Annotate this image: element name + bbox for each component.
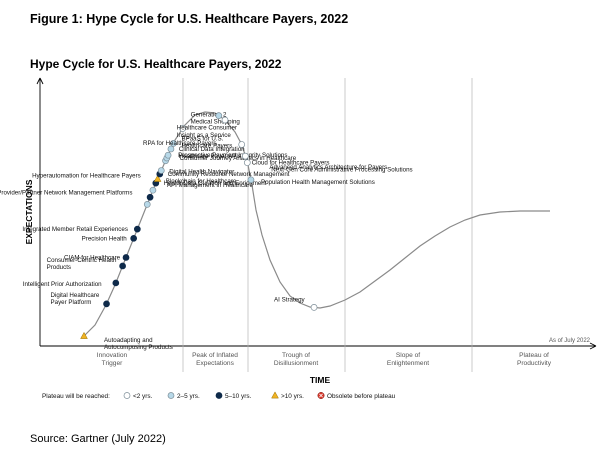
marker-prospective-payment-integrity-solutions (164, 151, 172, 159)
legend-marker-y5to10 (215, 392, 223, 399)
tech-label-generation-2-medical-shopping-line-2: Medical Shopping (191, 119, 241, 126)
legend: Plateau will be reached: <2 yrs. 2–5 yrs.… (42, 391, 396, 400)
legend-marker-y2to5 (167, 392, 175, 399)
tech-label-clinical-data-integration: Clinical Data Integration (179, 146, 245, 153)
y-axis-label: EXPECTATIONS (24, 179, 34, 244)
as-of-date: As of July 2022 (549, 338, 591, 344)
tech-label-cloud-for-healthcare-payers: Cloud for Healthcare Payers (252, 159, 330, 166)
tech-label-health-data-curation-and-enrichment: Health Data Curation and Enrichment (164, 180, 267, 187)
legend-label-obsolete: Obsolete before plateau (327, 393, 396, 400)
phase-label-slope-of: Slope of (396, 352, 420, 359)
marker-hyperautomation-for-healthcare-payers (146, 193, 154, 201)
source-note: Source: Gartner (July 2022) (30, 433, 166, 445)
marker-next-gen-core-administrative-processing-solutions (243, 159, 251, 167)
chart-frame: EXPECTATIONS TIME As of July 2022 (24, 77, 597, 385)
tech-label-generation-2-medical-shopping: Generation 2 (191, 112, 227, 119)
marker-api-management-in-healthcare (149, 186, 157, 194)
phase-label-slope-of-line-2: Enlightenment (387, 360, 429, 367)
tech-label-consumer-centric-health-products: Consumer-Centric Health (47, 257, 117, 264)
tech-label-digital-health-navigator: Digital Health Navigator (169, 169, 234, 176)
marker-integrated-member-retail-experiences (133, 225, 141, 233)
tech-label-blockchain-for-healthcare: Blockchain for Healthcare (166, 178, 237, 185)
tech-label-provider-partner-network-management-platforms: Provider/Partner Network Management Plat… (0, 189, 132, 196)
marker-generation-2-medical-shopping (179, 125, 187, 132)
phase-label-plateau-of: Plateau of (519, 352, 549, 359)
tech-label-consumer-journey-analytics-in-healthcare: Consumer Journey Analytics in Healthcare (180, 155, 297, 162)
tech-label-integrated-member-retail-experiences: Integrated Member Retail Experiences (22, 226, 128, 233)
marker-clinical-data-integration (167, 145, 175, 153)
marker-ai-strategy (310, 304, 318, 311)
legend-title: Plateau will be reached: (42, 393, 110, 400)
marker-cloud-for-healthcare-payers (238, 141, 246, 148)
x-axis-arrow-2 (589, 345, 597, 350)
marker-bpaas-for-u-s-healthcare-payers (170, 140, 177, 147)
tech-label-bpaas-for-u-s-healthcare-payers: BPaaS for U.S. (181, 135, 223, 142)
tech-label-consumer-centric-health-products-line-2: Products (47, 264, 71, 271)
tech-label-rpa-for-healthcare-payers: RPA for Healthcare Payers (143, 140, 216, 147)
marker-ciam-for-healthcare (122, 254, 130, 261)
tech-label-digital-healthcare-payer-platform: Digital Healthcare (51, 292, 100, 299)
marker-digital-healthcare-payer-platform (103, 300, 110, 308)
legend-label-lt2: <2 yrs. (133, 393, 153, 400)
legend-label-y2to5: 2–5 yrs. (177, 393, 200, 400)
tech-label-prospective-payment-integrity-solutions: Prospective Payment Integrity Solutions (178, 152, 287, 159)
phase-label-trough-of: Trough of (282, 352, 310, 359)
marker-population-health-management-solutions (247, 176, 255, 184)
tech-label-ai-strategy: AI Strategy (274, 296, 306, 303)
tech-label-community-resource-network-management: Community Resource Network Management (168, 171, 290, 178)
y-axis-arrow-2 (39, 77, 44, 85)
tech-label-api-management-in-healthcare: API Management in Healthcare (167, 182, 254, 189)
phase-label-peak-of-inflated-line-2: Expectations (196, 360, 234, 367)
marker-healthcare-consumer-insight-as-a-service (215, 112, 223, 119)
tech-label-intelligent-prior-authorization: Intelligent Prior Authorization (23, 281, 102, 288)
legend-marker-lt2 (123, 392, 131, 399)
x-axis-label: TIME (310, 375, 331, 385)
tech-label-autoadapting-and-autocomposing-products: Autoadapting and (104, 337, 153, 344)
legend-label-y5to10: 5–10 yrs. (225, 393, 252, 400)
marker-consumer-centric-health-products (119, 262, 126, 270)
phase-label-plateau-of-line-2: Productivity (517, 360, 552, 367)
marker-rpa-for-healthcare-payers (221, 116, 229, 124)
x-axis-arrow (589, 342, 597, 347)
y-axis-arrow (36, 77, 41, 85)
phase-label-innovation-line-2: Trigger (102, 360, 123, 367)
chart-title: Hype Cycle for U.S. Healthcare Payers, 2… (30, 57, 282, 71)
marker-provider-partner-network-management-platforms (143, 200, 151, 208)
marker-health-data-curation-and-enrichment (153, 174, 162, 182)
tech-label-hyperautomation-for-healthcare-payers: Hyperautomation for Healthcare Payers (32, 172, 141, 179)
tech-label-healthcare-payer-apis: Healthcare Payer APIs (179, 153, 241, 160)
tech-label-advanced-analytics-architecture-for-payers: Advanced Analytics Architecture for Paye… (269, 164, 387, 171)
tech-label-digital-healthcare-payer-platform-line-2: Payer Platform (51, 299, 92, 306)
legend-marker-gt10 (271, 391, 279, 399)
tech-label-healthcare-consumer-insight-as-a-service: Healthcare Consumer (177, 125, 237, 132)
marker-precision-health (130, 234, 138, 242)
phase-label-peak-of-inflated: Peak of Inflated (192, 352, 238, 359)
hype-curve (83, 111, 550, 337)
tech-label-precision-health: Precision Health (82, 235, 128, 242)
tech-label-ciam-for-healthcare: CIAM for Healthcare (64, 254, 121, 261)
tech-label-bpaas-for-u-s-healthcare-payers-line-2: Healthcare Payers (181, 143, 232, 150)
marker-advanced-analytics-architecture-for-payers (241, 152, 249, 160)
legend-marker-obsolete-cross (319, 393, 323, 398)
tech-label-healthcare-consumer-insight-as-a-service-line-2: Insight as a Service (177, 132, 232, 139)
marker-digital-health-navigator (157, 167, 165, 174)
marker-intelligent-prior-authorization (112, 279, 120, 287)
tech-label-autoadapting-and-autocomposing-products-line-2: Autocomposing Products (104, 344, 173, 351)
legend-label-gt10: >10 yrs. (281, 393, 304, 400)
marker-autoadapting-and-autocomposing-products (80, 331, 88, 339)
tech-label-population-health-management-solutions: Population Health Management Solutions (261, 179, 375, 186)
figure-title: Figure 1: Hype Cycle for U.S. Healthcare… (30, 12, 349, 26)
phase-label-innovation: Innovation (97, 352, 128, 359)
phase-label-trough-of-line-2: Disillusionment (274, 360, 319, 367)
tech-label-next-gen-core-administrative-processing-solutions: Next-Gen Core Administrative Processing … (271, 167, 412, 174)
